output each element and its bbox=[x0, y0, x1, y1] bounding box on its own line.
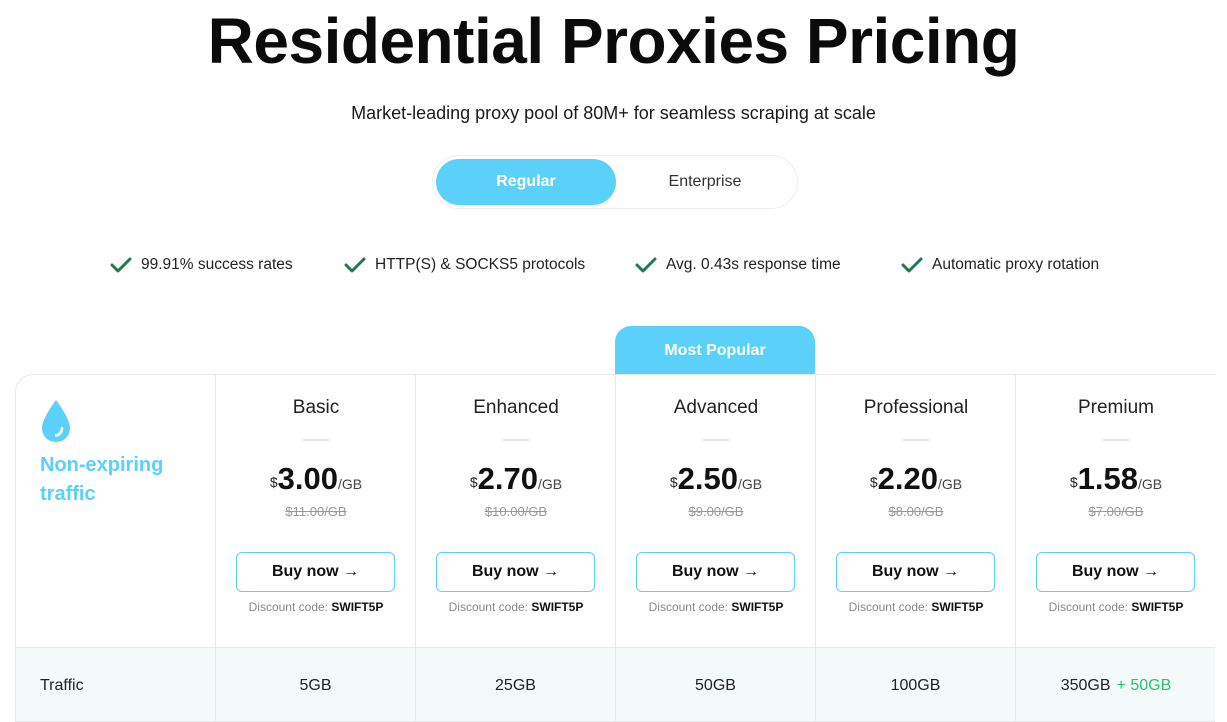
plan-premium: Premium $1.58/GB $7.00/GB Buy now → Disc… bbox=[1015, 375, 1215, 647]
feature-label: HTTP(S) & SOCKS5 protocols bbox=[375, 256, 586, 273]
plan-name: Enhanced bbox=[473, 397, 559, 418]
currency-symbol: $ bbox=[869, 474, 878, 490]
pricing-table: Non-expiring traffic Basic $3.00/GB $11.… bbox=[15, 374, 1215, 722]
check-icon bbox=[901, 257, 923, 273]
discount-label: Discount code: bbox=[248, 600, 329, 614]
buy-now-button[interactable]: Buy now → bbox=[436, 552, 595, 592]
price-unit: /GB bbox=[738, 476, 763, 492]
divider bbox=[1103, 439, 1129, 441]
price-amount: 3.00 bbox=[277, 461, 338, 496]
plan-price: $3.00/GB bbox=[216, 461, 416, 497]
page-title: Residential Proxies Pricing bbox=[207, 5, 1020, 77]
divider bbox=[503, 439, 529, 441]
traffic-cell: 100GB bbox=[815, 648, 1015, 721]
discount-code: Discount code: SWIFT5P bbox=[416, 600, 616, 614]
feature-label: Avg. 0.43s response time bbox=[666, 256, 841, 273]
currency-symbol: $ bbox=[469, 474, 478, 490]
price-amount: 2.20 bbox=[877, 461, 938, 496]
original-price: $9.00/GB bbox=[688, 504, 744, 519]
plan-name: Advanced bbox=[673, 397, 759, 418]
check-icon bbox=[635, 257, 657, 273]
plan-enhanced: Enhanced $2.70/GB $10.00/GB Buy now → Di… bbox=[415, 375, 615, 647]
currency-symbol: $ bbox=[269, 474, 278, 490]
non-expiring-traffic-label: Non-expiring traffic bbox=[40, 454, 164, 505]
original-price: $11.00/GB bbox=[285, 504, 347, 519]
discount-code: Discount code: SWIFT5P bbox=[1016, 600, 1215, 614]
plan-price: $2.70/GB bbox=[416, 461, 616, 497]
currency-symbol: $ bbox=[1069, 474, 1078, 490]
price-amount: 1.58 bbox=[1077, 461, 1138, 496]
discount-code-value: SWIFT5P bbox=[1131, 600, 1184, 614]
check-icon bbox=[110, 257, 132, 273]
row-header-cell: Non-expiring traffic bbox=[16, 375, 215, 647]
discount-label: Discount code: bbox=[848, 600, 929, 614]
plan-price: $2.50/GB bbox=[616, 461, 816, 497]
currency-symbol: $ bbox=[669, 474, 678, 490]
traffic-row: Traffic 5GB 25GB 50GB 100GB 350GB + 50GB bbox=[16, 647, 1215, 721]
plan-name: Premium bbox=[1077, 397, 1154, 418]
discount-code-value: SWIFT5P bbox=[531, 600, 584, 614]
plan-basic: Basic $3.00/GB $11.00/GB Buy now → Disco… bbox=[215, 375, 415, 647]
price-unit: /GB bbox=[338, 476, 363, 492]
traffic-cell: 350GB + 50GB bbox=[1015, 648, 1215, 721]
traffic-value: 100GB bbox=[890, 677, 941, 694]
discount-code: Discount code: SWIFT5P bbox=[816, 600, 1016, 614]
page-subtitle: Market-leading proxy pool of 80M+ for se… bbox=[351, 103, 876, 123]
buy-now-button[interactable]: Buy now → bbox=[1036, 552, 1195, 592]
discount-label: Discount code: bbox=[448, 600, 529, 614]
feature-response-time: Avg. 0.43s response time bbox=[635, 254, 841, 276]
traffic-cell: 50GB bbox=[615, 648, 815, 721]
feature-label: Automatic proxy rotation bbox=[932, 256, 1100, 273]
feature-rotation: Automatic proxy rotation bbox=[901, 254, 1099, 276]
traffic-cell: 5GB bbox=[215, 648, 415, 721]
discount-label: Discount code: bbox=[648, 600, 729, 614]
divider bbox=[903, 439, 929, 441]
original-price: $10.00/GB bbox=[484, 504, 548, 519]
price-unit: /GB bbox=[538, 476, 563, 492]
traffic-value: 25GB bbox=[495, 677, 536, 694]
toggle-regular[interactable]: Regular bbox=[436, 159, 616, 205]
buy-now-button[interactable]: Buy now → bbox=[236, 552, 395, 592]
price-amount: 2.70 bbox=[477, 461, 538, 496]
price-unit: /GB bbox=[938, 476, 963, 492]
traffic-cell: 25GB bbox=[415, 648, 615, 721]
traffic-value: 50GB bbox=[695, 677, 736, 694]
plan-type-toggle: Regular Enterprise bbox=[432, 155, 798, 209]
feature-label: 99.91% success rates bbox=[141, 256, 293, 273]
plan-price: $2.20/GB bbox=[816, 461, 1016, 497]
most-popular-badge: Most Popular bbox=[615, 326, 815, 375]
plan-advanced: Advanced $2.50/GB $9.00/GB Buy now → Dis… bbox=[615, 375, 815, 647]
discount-code: Discount code: SWIFT5P bbox=[616, 600, 816, 614]
divider bbox=[703, 439, 729, 441]
discount-code-value: SWIFT5P bbox=[731, 600, 784, 614]
discount-label: Discount code: bbox=[1048, 600, 1129, 614]
buy-now-button[interactable]: Buy now → bbox=[636, 552, 795, 592]
plan-professional: Professional $2.20/GB $8.00/GB Buy now →… bbox=[815, 375, 1015, 647]
bonus-traffic: + 50GB bbox=[1116, 677, 1172, 694]
price-unit: /GB bbox=[1138, 476, 1163, 492]
feature-protocols: HTTP(S) & SOCKS5 protocols bbox=[344, 254, 585, 276]
toggle-enterprise[interactable]: Enterprise bbox=[668, 173, 742, 190]
buy-now-button[interactable]: Buy now → bbox=[836, 552, 995, 592]
original-price: $7.00/GB bbox=[1088, 504, 1144, 519]
plan-name: Basic bbox=[292, 397, 340, 418]
divider bbox=[303, 439, 329, 441]
discount-code: Discount code: SWIFT5P bbox=[216, 600, 416, 614]
check-icon bbox=[344, 257, 366, 273]
plan-price: $1.58/GB bbox=[1016, 461, 1215, 497]
plan-name: Professional bbox=[863, 397, 969, 418]
feature-success-rate: 99.91% success rates bbox=[110, 254, 293, 276]
price-amount: 2.50 bbox=[677, 461, 738, 496]
water-drop-icon bbox=[42, 400, 70, 442]
original-price: $8.00/GB bbox=[888, 504, 944, 519]
discount-code-value: SWIFT5P bbox=[931, 600, 984, 614]
traffic-value: 350GB bbox=[1060, 677, 1111, 694]
traffic-value: 5GB bbox=[299, 677, 332, 694]
discount-code-value: SWIFT5P bbox=[331, 600, 384, 614]
traffic-label: Traffic bbox=[40, 677, 84, 694]
